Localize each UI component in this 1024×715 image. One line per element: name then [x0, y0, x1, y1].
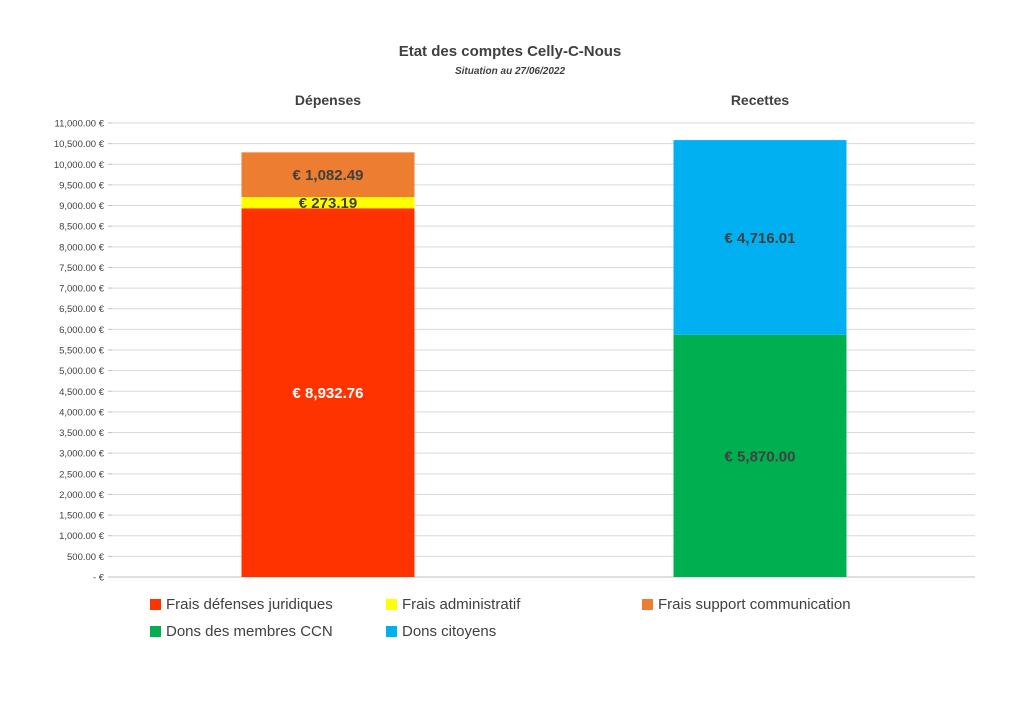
- legend-swatch: [150, 626, 161, 637]
- data-label-1: € 273.19: [299, 195, 357, 212]
- category-label-recettes: Recettes: [731, 92, 790, 108]
- y-tick-label: 7,500.00 €: [59, 263, 105, 274]
- data-label-0: € 8,932.76: [293, 385, 364, 402]
- legend-label: Frais support communication: [658, 596, 851, 613]
- y-tick-label: 500.00 €: [67, 552, 105, 563]
- y-tick-label: 9,500.00 €: [59, 180, 105, 191]
- y-axis-ticks: - € 500.00 € 1,000.00 € 1,500.00 € 2,000.00 …: [54, 119, 112, 584]
- y-tick-label: 3,500.00 €: [59, 428, 105, 439]
- y-tick-label: 3,000.00 €: [59, 449, 105, 460]
- y-tick-label: 8,000.00 €: [59, 242, 105, 253]
- bar-segment-0[interactable]: [241, 208, 415, 578]
- y-tick-label: 5,500.00 €: [59, 346, 105, 357]
- legend-label: Frais défenses juridiques: [166, 596, 333, 613]
- y-tick-label: 10,500.00 €: [54, 139, 105, 150]
- legend: Frais défenses juridiques Frais administ…: [150, 596, 910, 640]
- bar-segment-1[interactable]: [241, 197, 415, 209]
- legend-item-frais-administratif[interactable]: Frais administratif: [386, 596, 642, 613]
- y-tick-label: 2,500.00 €: [59, 469, 105, 480]
- bar-segment-3[interactable]: [673, 334, 847, 577]
- data-label-3: € 5,870.00: [725, 448, 796, 465]
- legend-item-dons-membres[interactable]: Dons des membres CCN: [150, 623, 386, 640]
- y-tick-label: 11,000.00 €: [55, 119, 105, 130]
- y-tick-label: 4,000.00 €: [59, 407, 105, 418]
- y-tick-label: 10,000.00 €: [54, 160, 105, 171]
- legend-item-frais-support[interactable]: Frais support communication: [642, 596, 902, 613]
- y-tick-label: 4,500.00 €: [59, 387, 105, 398]
- data-label-4: € 4,716.01: [725, 230, 796, 247]
- legend-label: Frais administratif: [402, 596, 521, 613]
- y-tick-label: 9,000.00 €: [59, 201, 105, 212]
- y-tick-label: 8,500.00 €: [59, 222, 105, 233]
- legend-item-dons-citoyens[interactable]: Dons citoyens: [386, 623, 642, 640]
- chart-canvas: Etat des comptes Celly-C-Nous Situation …: [54, 43, 975, 584]
- legend-swatch: [150, 599, 161, 610]
- chart-subtitle: Situation au 27/06/2022: [455, 66, 565, 77]
- legend-label: Dons citoyens: [402, 623, 497, 640]
- bar-segment-4[interactable]: [673, 140, 847, 335]
- y-tick-label: 7,000.00 €: [59, 284, 105, 295]
- y-tick-label: 1,000.00 €: [59, 531, 105, 542]
- legend-label: Dons des membres CCN: [166, 623, 333, 640]
- data-label-2: € 1,082.49: [293, 167, 364, 184]
- legend-swatch: [386, 599, 397, 610]
- legend-swatch: [386, 626, 397, 637]
- y-tick-label: 1,500.00 €: [59, 511, 105, 522]
- legend-item-frais-defenses[interactable]: Frais défenses juridiques: [150, 596, 386, 613]
- category-label-depenses: Dépenses: [295, 92, 361, 108]
- y-tick-label: 6,000.00 €: [59, 325, 105, 336]
- data-labels: € 8,932.76 € 273.19 € 1,082.49 € 5,870.00 € …: [293, 167, 796, 465]
- y-tick-label: 6,500.00 €: [59, 304, 105, 315]
- y-tick-label: 2,000.00 €: [59, 490, 105, 501]
- y-tick-label: - €: [93, 573, 105, 584]
- legend-swatch: [642, 599, 653, 610]
- y-tick-label: 5,000.00 €: [59, 366, 105, 377]
- bar-segment-2[interactable]: [241, 152, 415, 198]
- chart-title: Etat des comptes Celly-C-Nous: [399, 43, 622, 60]
- bars: [241, 140, 847, 578]
